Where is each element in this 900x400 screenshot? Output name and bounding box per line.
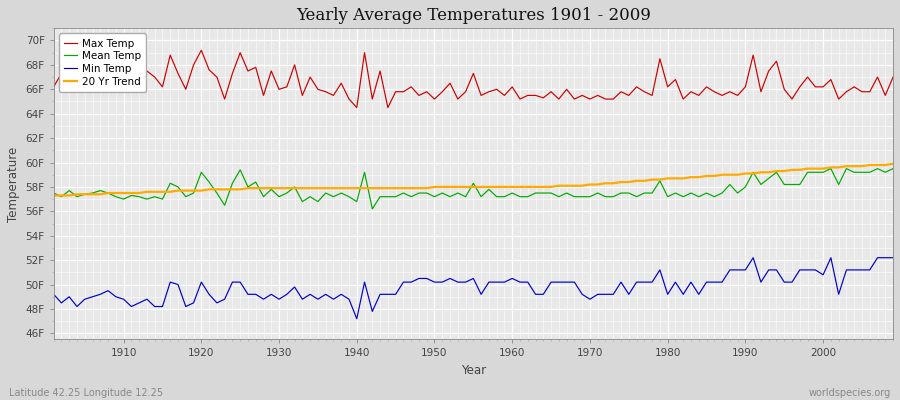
X-axis label: Year: Year <box>461 364 486 377</box>
20 Yr Trend <box>600 181 611 186</box>
Mean Temp <box>507 191 517 196</box>
Max Temp <box>616 89 626 94</box>
Min Temp <box>49 292 59 297</box>
Line: 20 Yr Trend: 20 Yr Trend <box>54 164 893 196</box>
Min Temp <box>111 294 122 299</box>
Title: Yearly Average Temperatures 1901 - 2009: Yearly Average Temperatures 1901 - 2009 <box>296 7 651 24</box>
Text: worldspecies.org: worldspecies.org <box>809 388 891 398</box>
Min Temp <box>507 276 517 281</box>
20 Yr Trend <box>887 161 898 166</box>
Max Temp <box>522 93 533 98</box>
Line: Max Temp: Max Temp <box>54 50 893 108</box>
Min Temp <box>608 292 618 297</box>
Mean Temp <box>515 194 526 199</box>
20 Yr Trend <box>111 191 122 196</box>
Max Temp <box>515 97 526 102</box>
Mean Temp <box>608 194 618 199</box>
20 Yr Trend <box>49 193 59 198</box>
Min Temp <box>748 255 759 260</box>
Max Temp <box>49 84 59 89</box>
20 Yr Trend <box>499 184 509 189</box>
Mean Temp <box>282 191 292 196</box>
Min Temp <box>887 255 898 260</box>
Mean Temp <box>328 194 339 199</box>
Max Temp <box>111 87 122 92</box>
Text: Latitude 42.25 Longitude 12.25: Latitude 42.25 Longitude 12.25 <box>9 388 163 398</box>
Y-axis label: Temperature: Temperature <box>7 146 20 222</box>
Mean Temp <box>367 206 378 211</box>
20 Yr Trend <box>282 186 292 190</box>
20 Yr Trend <box>328 186 339 190</box>
Mean Temp <box>49 191 59 196</box>
Max Temp <box>289 62 300 67</box>
Min Temp <box>282 292 292 297</box>
Mean Temp <box>111 194 122 199</box>
Max Temp <box>336 81 346 86</box>
Legend: Max Temp, Mean Temp, Min Temp, 20 Yr Trend: Max Temp, Mean Temp, Min Temp, 20 Yr Tre… <box>58 34 146 92</box>
Min Temp <box>351 316 362 321</box>
Min Temp <box>328 297 339 302</box>
Mean Temp <box>825 166 836 171</box>
Max Temp <box>351 105 362 110</box>
Line: Mean Temp: Mean Temp <box>54 169 893 209</box>
Line: Min Temp: Min Temp <box>54 258 893 319</box>
Max Temp <box>887 75 898 80</box>
Min Temp <box>515 280 526 284</box>
20 Yr Trend <box>507 184 517 189</box>
Max Temp <box>196 48 207 53</box>
Mean Temp <box>887 166 898 171</box>
